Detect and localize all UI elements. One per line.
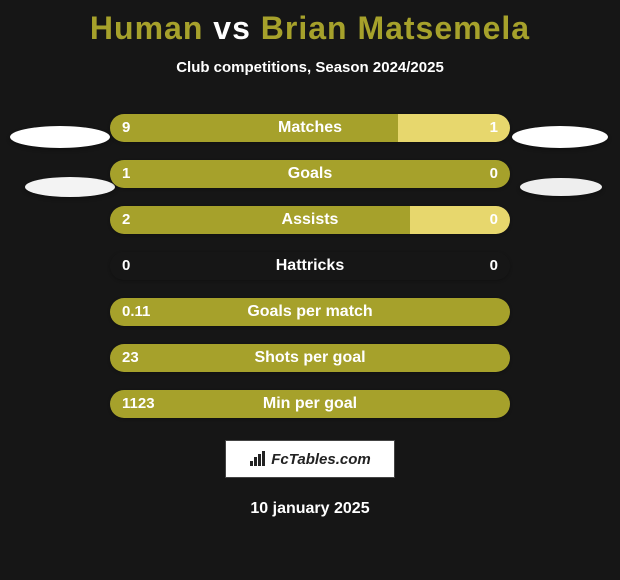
- stat-row: 1123Min per goal: [0, 390, 620, 418]
- stat-label: Min per goal: [110, 390, 510, 418]
- stat-row: 9Matches1: [0, 114, 620, 142]
- stat-row: 0.11Goals per match: [0, 298, 620, 326]
- subtitle: Club competitions, Season 2024/2025: [0, 59, 620, 76]
- stat-value-right: 0: [490, 160, 498, 188]
- stat-row: 23Shots per goal: [0, 344, 620, 372]
- stat-label: Shots per goal: [110, 344, 510, 372]
- stat-label: Hattricks: [110, 252, 510, 280]
- stat-label: Goals per match: [110, 298, 510, 326]
- watermark-text: FcTables.com: [271, 451, 370, 468]
- comparison-bars: 9Matches11Goals02Assists00Hattricks00.11…: [0, 114, 620, 418]
- title-player1: Human: [90, 10, 203, 46]
- stat-value-right: 0: [490, 252, 498, 280]
- stat-label: Matches: [110, 114, 510, 142]
- stat-label: Assists: [110, 206, 510, 234]
- title-vs: vs: [213, 10, 251, 46]
- stat-value-right: 1: [490, 114, 498, 142]
- watermark-badge: FcTables.com: [225, 440, 395, 478]
- date-label: 10 january 2025: [0, 500, 620, 518]
- stat-row: 0Hattricks0: [0, 252, 620, 280]
- stat-row: 2Assists0: [0, 206, 620, 234]
- stat-row: 1Goals0: [0, 160, 620, 188]
- comparison-infographic: Human vs Brian Matsemela Club competitio…: [0, 0, 620, 580]
- chart-icon: [249, 451, 267, 467]
- page-title: Human vs Brian Matsemela: [0, 0, 620, 47]
- stat-value-right: 0: [490, 206, 498, 234]
- title-player2: Brian Matsemela: [261, 10, 530, 46]
- stat-label: Goals: [110, 160, 510, 188]
